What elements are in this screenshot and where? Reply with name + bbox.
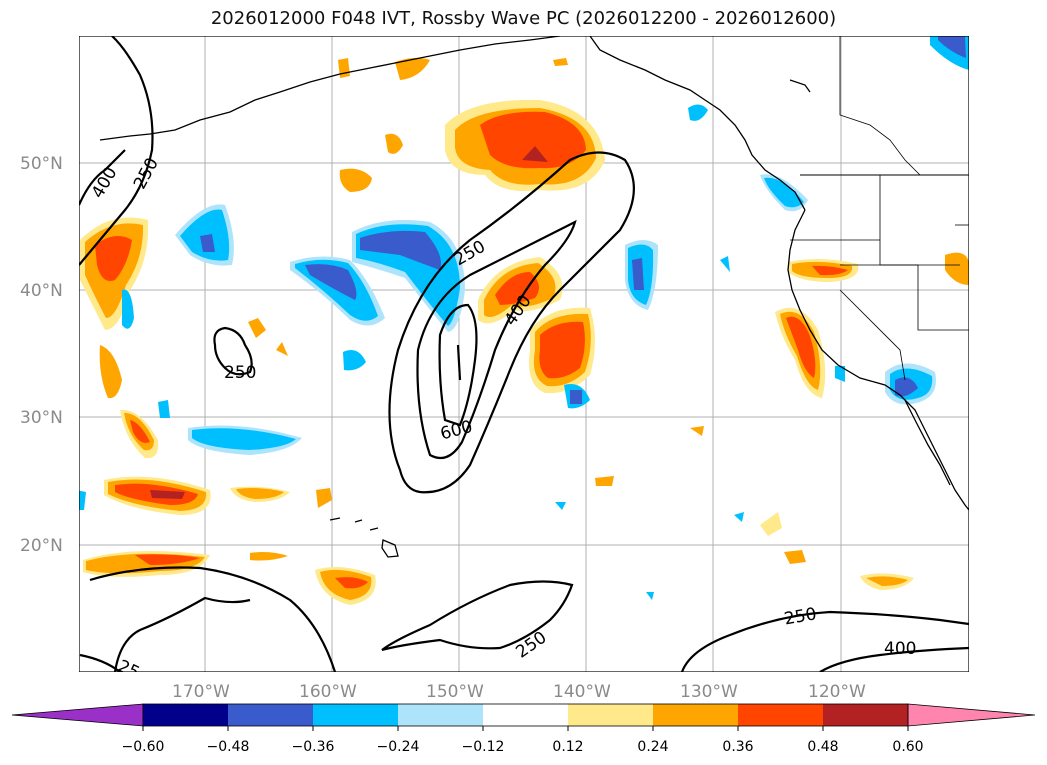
lat-label: 50°N: [20, 154, 63, 174]
negative-anomaly-shading: [79, 36, 969, 600]
colorbar-segment: [143, 704, 228, 726]
colorbar-segment: [738, 704, 823, 726]
map-panel: 400 250 250 250 400 600 250 250 400 25: [79, 36, 969, 672]
colorbar-tick-label: 0.48: [807, 739, 838, 755]
colorbar-segment: [313, 704, 398, 726]
colorbar-segment: [398, 704, 483, 726]
lon-label: 140°W: [553, 682, 611, 702]
colorbar-tick-label: 0.12: [552, 739, 583, 755]
colorbar-tick-label: 0.36: [722, 739, 753, 755]
lon-label: 120°W: [808, 682, 866, 702]
colorbar-segment: [483, 704, 568, 726]
colorbar-extend-low: [11, 703, 144, 727]
map-title: 2026012000 F048 IVT, Rossby Wave PC (202…: [210, 8, 837, 29]
colorbar-segment: [653, 704, 738, 726]
colorbar-tick-label: −0.12: [462, 739, 505, 755]
lon-label: 130°W: [680, 682, 738, 702]
latitude-labels: 50°N 40°N 30°N 20°N: [20, 154, 63, 556]
colorbar-outline: [142, 703, 909, 727]
colorbar-tick-label: −0.48: [207, 739, 250, 755]
colorbar-tick-label: −0.24: [377, 739, 420, 755]
lat-label: 40°N: [20, 281, 63, 301]
lon-label: 160°W: [299, 682, 357, 702]
lat-label: 30°N: [20, 408, 63, 428]
contour-label: 250: [224, 363, 256, 383]
contours: [79, 36, 969, 672]
positive-anomaly-shading: [80, 57, 969, 605]
colorbar-extend-high: [907, 703, 1036, 727]
lon-label: 150°W: [426, 682, 484, 702]
colorbar-tick-label: 0.60: [892, 739, 923, 755]
lat-label: 20°N: [20, 536, 63, 556]
lon-label: 170°W: [172, 682, 230, 702]
contour-label: 400: [884, 639, 916, 659]
colorbar-tick-label: −0.60: [122, 739, 165, 755]
colorbar-tick-label: −0.36: [292, 739, 335, 755]
colorbar-tick-label: 0.24: [637, 739, 668, 755]
colorbar-segment: [568, 704, 653, 726]
colorbar-segment: [823, 704, 908, 726]
longitude-labels: 170°W 160°W 150°W 140°W 130°W 120°W: [172, 682, 866, 702]
colorbar: −0.60 −0.48 −0.36 −0.24 −0.12 0.12 0.24 0.36 0.4…: [11, 703, 1036, 755]
coastlines: [99, 36, 969, 558]
colorbar-segment: [228, 704, 313, 726]
